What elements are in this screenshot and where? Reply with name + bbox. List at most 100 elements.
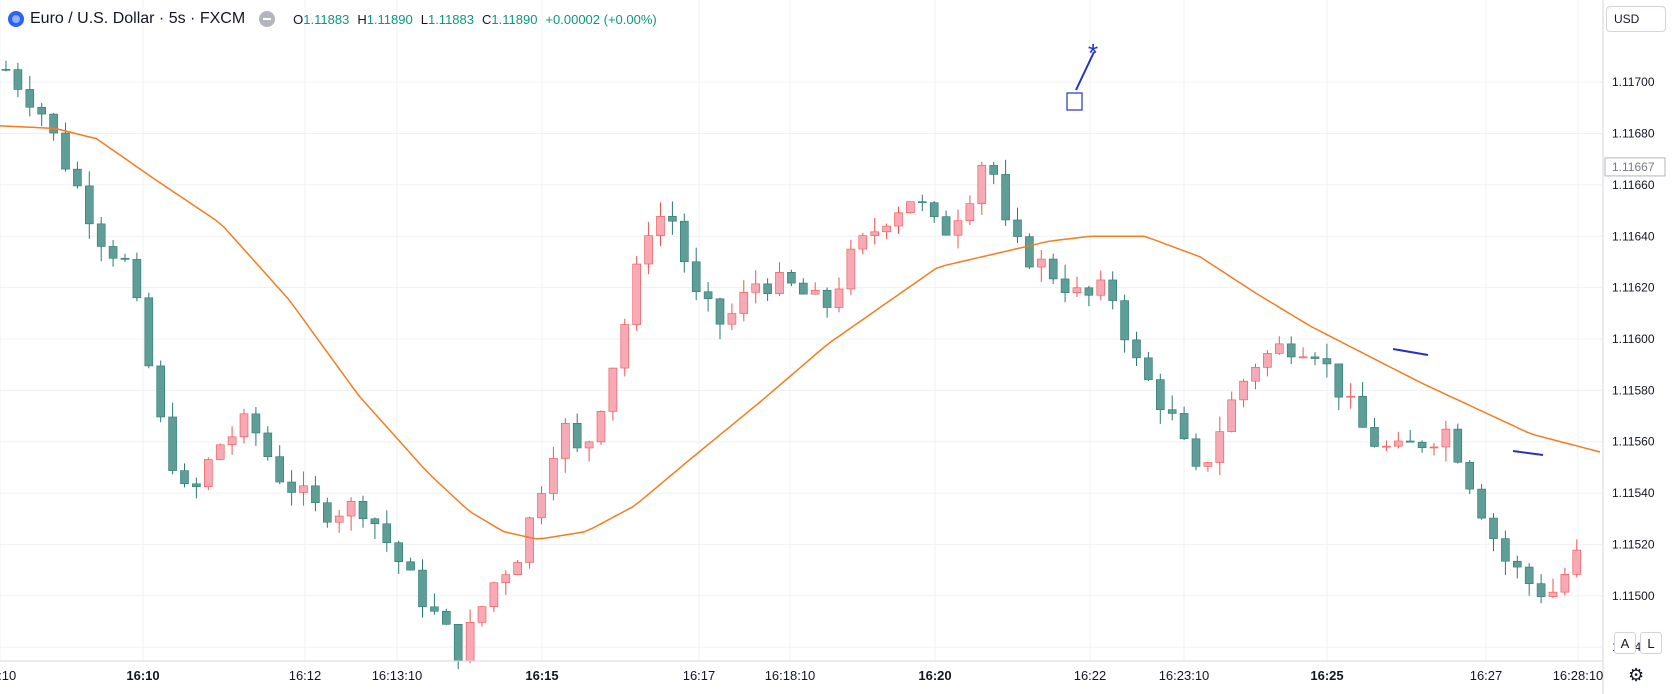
- candle-body: [25, 89, 35, 108]
- moving-average-line: [0, 125, 1601, 540]
- candle-body: [560, 423, 570, 459]
- candle-body: [441, 610, 451, 625]
- candle-body: [346, 501, 356, 517]
- current-price-tag: [1604, 157, 1666, 177]
- arrow-line: [1075, 51, 1095, 91]
- candle-body: [453, 623, 463, 662]
- candle-body: [1489, 517, 1498, 539]
- candle-body: [977, 165, 987, 204]
- candle-body: [1108, 279, 1117, 301]
- time-tick-label: 16:12: [289, 668, 322, 683]
- candle-body: [1156, 379, 1165, 410]
- candle-body: [751, 283, 761, 293]
- candle-body: [525, 517, 534, 563]
- candle-body: [144, 297, 154, 367]
- candle-body: [917, 201, 927, 204]
- candle-body: [894, 212, 903, 227]
- candle-body: [1263, 353, 1272, 368]
- candle-body: [691, 261, 701, 293]
- candle-body: [656, 216, 665, 236]
- market-status-icon[interactable]: [259, 11, 276, 27]
- candle-body: [1239, 380, 1248, 401]
- candle-body: [965, 203, 975, 222]
- candle-body: [775, 272, 784, 295]
- candle-body: [810, 289, 820, 295]
- candle-body: [715, 298, 725, 325]
- candle-body: [418, 569, 427, 608]
- chart-legend: Euro / U.S. Dollar · 5s · FXCM O1.11883 …: [8, 8, 657, 30]
- log-scale-button[interactable]: L: [1640, 632, 1662, 654]
- candle-body: [870, 231, 880, 236]
- open-key: O: [293, 11, 304, 27]
- candle-body: [406, 561, 415, 571]
- candle-body: [1417, 441, 1427, 449]
- candle-body: [61, 132, 70, 170]
- low-value: 1.11883: [427, 11, 474, 27]
- candle-body: [858, 235, 868, 250]
- candle-body: [465, 622, 475, 662]
- time-tick-label: 16:25: [1310, 668, 1343, 683]
- time-tick-label: 16:18:10: [765, 668, 816, 683]
- price-tick-label: 1.11680: [1612, 127, 1655, 141]
- candle-body: [1060, 278, 1070, 293]
- candle-body: [239, 413, 249, 438]
- candle-body: [1524, 566, 1534, 584]
- time-tick-label: 16:23:10: [1159, 668, 1210, 683]
- candle-body: [513, 562, 523, 576]
- candle-body: [941, 216, 951, 236]
- candle-body: [382, 523, 392, 544]
- time-tick-label: 16:10: [126, 668, 159, 683]
- candle-body: [1548, 591, 1558, 597]
- candle-body: [215, 444, 225, 460]
- candle-body: [1513, 560, 1522, 568]
- currency-select[interactable]: USD: [1606, 6, 1666, 32]
- time-tick-label: 16:17: [683, 668, 716, 683]
- gear-icon[interactable]: ⚙: [1628, 665, 1645, 685]
- candle-body: [334, 515, 344, 523]
- symbol-title[interactable]: Euro / U.S. Dollar · 5s · FXCM: [30, 10, 246, 27]
- candle-body: [644, 235, 653, 265]
- candle-body: [287, 481, 296, 493]
- candle-body: [989, 165, 999, 175]
- auto-scale-button[interactable]: A: [1614, 632, 1636, 654]
- candle-body: [1322, 358, 1332, 365]
- candle-body: [608, 367, 618, 412]
- candle-body: [1334, 363, 1344, 398]
- close-key: C: [482, 11, 492, 27]
- candle-body: [632, 263, 642, 325]
- high-key: H: [357, 11, 367, 27]
- time-tick-label: 16:20: [918, 668, 951, 683]
- candle-body: [120, 257, 130, 260]
- candle-body: [1465, 461, 1474, 490]
- candle-body: [846, 248, 856, 290]
- currency-flag-icon: [8, 11, 24, 27]
- candle-body: [906, 201, 915, 214]
- candle-body: [1025, 236, 1034, 268]
- price-tick-label: 1.11520: [1612, 537, 1655, 551]
- trend-line: [1392, 348, 1429, 356]
- time-tick-label: 16:27: [1470, 668, 1503, 683]
- selection-box: [1066, 92, 1083, 111]
- candle-body: [1370, 427, 1379, 447]
- candle-body: [132, 259, 142, 299]
- candle-body: [1048, 258, 1058, 280]
- candle-body: [263, 432, 273, 457]
- trend-line: [1512, 450, 1544, 456]
- candle-body: [1358, 395, 1367, 428]
- candle-body: [822, 289, 832, 308]
- candle-body: [763, 283, 772, 295]
- candle-body: [668, 216, 677, 222]
- candle-body: [1144, 357, 1153, 380]
- candle-body: [1405, 440, 1415, 443]
- candle-body: [13, 69, 23, 90]
- candle-body: [929, 202, 939, 217]
- candle-body: [679, 220, 689, 263]
- candle-body: [1441, 428, 1451, 448]
- candle-body: [156, 365, 165, 418]
- candle-body: [1, 69, 11, 71]
- candle-body: [537, 493, 546, 519]
- close-value: 1.11890: [491, 11, 538, 27]
- candle-body: [834, 288, 844, 308]
- candle-body: [501, 574, 511, 584]
